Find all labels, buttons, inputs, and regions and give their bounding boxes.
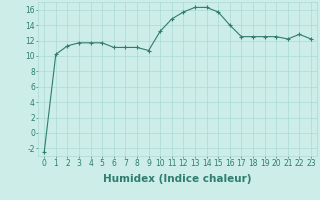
X-axis label: Humidex (Indice chaleur): Humidex (Indice chaleur)	[103, 174, 252, 184]
